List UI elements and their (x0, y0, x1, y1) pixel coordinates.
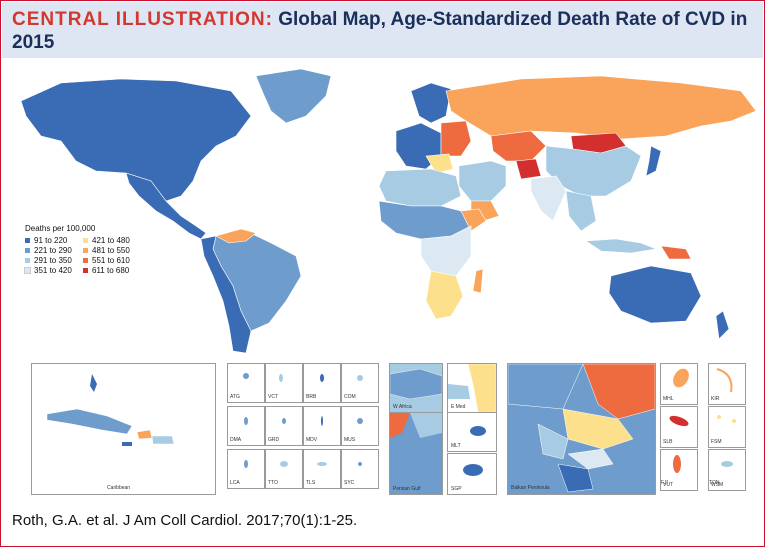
region-north-america (20, 78, 252, 202)
region-balkans (425, 153, 454, 174)
title-text: Global Map, Age-Standardized Death Rate … (12, 9, 748, 53)
inset-balkan: Balkan Peninsula (507, 363, 656, 495)
region-central-asia (490, 130, 547, 162)
inset-syc: SYC (341, 449, 379, 489)
region-afghanistan (515, 158, 542, 180)
inset-ton-label: TON (709, 480, 720, 486)
region-new-zealand (715, 310, 730, 340)
legend-item-1: 91 to 220 (25, 236, 67, 245)
legend-item-4: 351 to 420 (24, 266, 72, 275)
inset-kir: KIR (708, 363, 746, 405)
region-southeast-asia (565, 190, 597, 232)
inset-tto: TTO (265, 449, 303, 489)
inset-caribbean: Caribbean (31, 363, 216, 495)
inset-dma: DMA (227, 406, 265, 446)
region-russia (445, 75, 757, 140)
inset-com: COM (341, 363, 379, 403)
region-east-europe (440, 120, 472, 157)
region-png (660, 245, 692, 260)
inset-mus: MUS (341, 406, 379, 446)
inset-e-med: E Med (447, 363, 497, 413)
region-andes (200, 235, 252, 354)
legend-item-7: 551 to 610 (83, 256, 130, 265)
region-southern-africa (425, 270, 464, 320)
world-map (20, 68, 757, 354)
inset-brb: BRB (303, 363, 341, 403)
inset-slb: SLB (660, 406, 698, 448)
title-lead: CENTRAL ILLUSTRATION: (12, 9, 273, 30)
region-indonesia (585, 238, 658, 254)
legend-item-3: 291 to 350 (25, 256, 72, 265)
region-horn-of-africa (460, 208, 487, 232)
inset-persian-gulf: Persian Gulf (389, 412, 443, 495)
inset-fsm: FSM (708, 406, 746, 448)
inset-fji-label: FJI (661, 480, 668, 486)
inset-atg: ATG (227, 363, 265, 403)
legend-item-8: 611 to 680 (83, 266, 129, 275)
map-legend: Deaths per 100,000 91 to 220 221 to 290 … (24, 224, 130, 275)
inset-w-africa: W Africa (389, 363, 443, 413)
inset-vut: VUT (660, 449, 698, 491)
inset-wsm: WSM (708, 449, 746, 491)
inset-caribbean-label: Caribbean (107, 485, 131, 491)
region-central-africa (420, 225, 472, 277)
inset-grd: GRD (265, 406, 303, 446)
region-greenland (255, 68, 332, 124)
caribbean-map (46, 374, 175, 446)
legend-item-6: 481 to 550 (83, 246, 130, 255)
header-band: CENTRAL ILLUSTRATION: Global Map, Age-St… (2, 2, 763, 58)
inset-tls: TLS (303, 449, 341, 489)
figure-title: CENTRAL ILLUSTRATION: Global Map, Age-St… (12, 8, 752, 54)
region-japan (645, 145, 662, 177)
inset-sgp: SGP (447, 453, 497, 495)
inset-mhl: MHL (660, 363, 698, 405)
citation: Roth, G.A. et al. J Am Coll Cardiol. 201… (12, 512, 358, 529)
region-middle-east (458, 160, 507, 202)
legend-title: Deaths per 100,000 (25, 224, 96, 233)
inset-lca: LCA (227, 449, 265, 489)
inset-vct: VCT (265, 363, 303, 403)
region-venezuela (215, 228, 257, 244)
inset-mlt: MLT (447, 412, 497, 452)
legend-item-2: 221 to 290 (25, 246, 72, 255)
legend-item-5: 421 to 480 (83, 236, 130, 245)
region-north-africa (378, 168, 462, 207)
region-australia (608, 265, 702, 324)
region-india (530, 175, 567, 222)
inset-mdv: MDV (303, 406, 341, 446)
region-madagascar (472, 268, 484, 294)
region-scandinavia (410, 82, 452, 124)
